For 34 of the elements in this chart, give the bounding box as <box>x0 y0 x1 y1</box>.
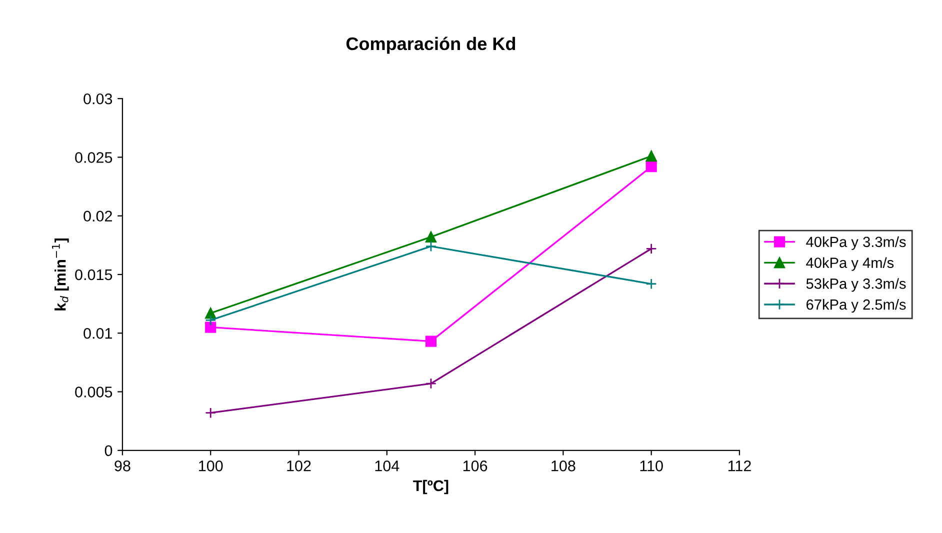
x-tick-label: 104 <box>375 460 400 472</box>
y-tick-label: 0.01 <box>84 328 112 339</box>
chart-title: Comparación de Kd <box>346 36 516 54</box>
legend-label: 67kPa y 2.5m/s <box>806 299 906 313</box>
legend-label: 40kPa y 3.3m/s <box>806 236 906 250</box>
x-tick-label: 106 <box>463 460 488 472</box>
point <box>205 322 216 333</box>
point <box>425 231 437 243</box>
y-tick-label: 0.02 <box>84 210 112 222</box>
x-tick-label: 110 <box>640 460 663 472</box>
point <box>205 308 216 319</box>
y-tick-label: 0.03 <box>84 93 112 104</box>
y-tick-label: 0.025 <box>75 152 112 163</box>
point <box>646 243 657 254</box>
y-tick-label: 0.005 <box>75 386 112 398</box>
y-tick-label: 0.015 <box>75 269 112 280</box>
legend-label: 53kPa y 3.3m/s <box>806 278 906 292</box>
x-tick-label: 98 <box>114 460 130 472</box>
point <box>205 407 216 418</box>
y-tick-label: 0 <box>104 445 112 456</box>
x-tick-label: 102 <box>287 460 311 472</box>
point <box>425 240 437 252</box>
point <box>646 150 657 162</box>
legend-label: 40kPa y 4m/s <box>806 257 894 271</box>
point <box>425 336 437 347</box>
point <box>205 314 216 326</box>
x-tick-label: 100 <box>199 460 223 472</box>
point <box>646 161 657 172</box>
x-axis-title: T[ºC] <box>413 480 448 494</box>
x-tick-label: 112 <box>728 460 751 472</box>
point <box>425 378 437 390</box>
y-axis-title: k$_{d}$ [min$^{−1}$] <box>52 238 69 310</box>
x-tick-label: 108 <box>552 460 576 472</box>
point <box>646 278 657 290</box>
